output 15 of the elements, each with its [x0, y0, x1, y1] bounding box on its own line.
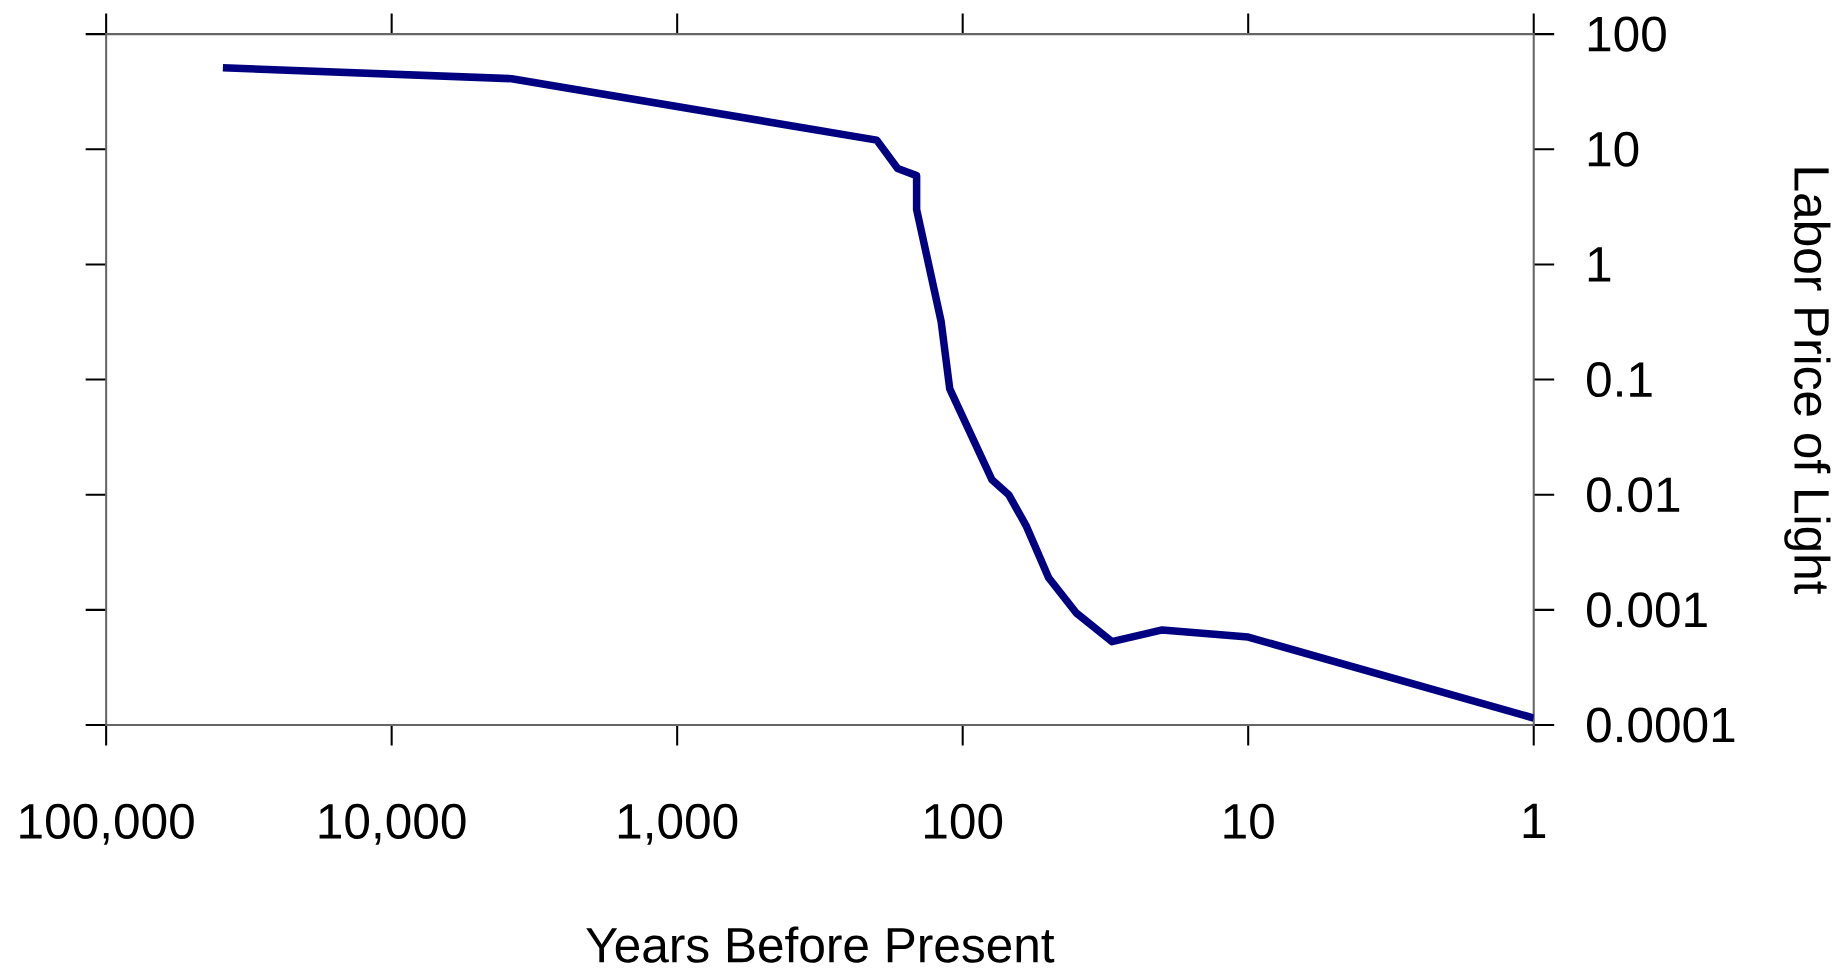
x-tick-label: 100: [925, 803, 1003, 839]
y-tick-label: 0.01: [1587, 476, 1680, 513]
y-tick-label: 0.001: [1587, 592, 1707, 628]
x-tick-label: 100,000: [20, 803, 194, 845]
x-tick-label: 10,000: [319, 803, 466, 845]
x-tick-label: 1: [1523, 803, 1546, 838]
y-tick-label: 1: [1588, 247, 1611, 282]
y-tick-label: 0.0001: [1587, 707, 1735, 743]
y-tick-label: 100: [1588, 16, 1666, 52]
x-tick-label: 1,000: [618, 803, 738, 845]
y-axis-title: Labor Price of Light: [1784, 168, 1831, 594]
y-tick-label: 0.1: [1587, 361, 1652, 397]
x-axis-title: Years Before Present: [586, 926, 1055, 963]
x-tick-label: 10: [1224, 803, 1274, 839]
y-tick-label: 10: [1588, 131, 1639, 167]
